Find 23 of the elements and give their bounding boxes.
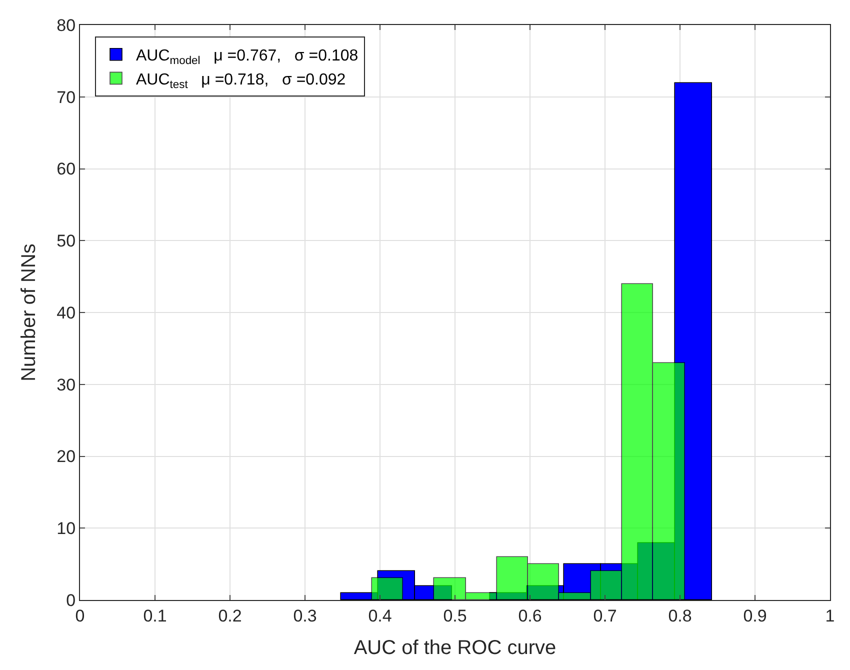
x-tick-label: 0.9: [743, 606, 767, 626]
x-tick-label: 0.1: [143, 606, 167, 626]
y-axis-title: Number of NNs: [18, 244, 40, 382]
y-tick-label: 40: [56, 303, 76, 322]
x-tick-label: 0.5: [443, 606, 467, 626]
x-tick-label: 0.2: [218, 606, 242, 626]
x-tick-label: 0.7: [593, 606, 617, 626]
y-tick-label: 30: [56, 375, 76, 394]
x-tick-label: 0.6: [518, 606, 542, 626]
x-tick-label: 1: [825, 606, 835, 626]
y-tick-label: 50: [56, 232, 76, 251]
y-tick-label: 10: [56, 519, 76, 538]
y-tick-label: 70: [56, 88, 76, 107]
x-tick-label: 0.4: [368, 606, 392, 626]
legend-label: AUC$_{test}$ μ =0.718, σ =0.092: [136, 71, 346, 91]
y-tick-label: 80: [56, 16, 76, 35]
y-tick-label: 60: [56, 160, 76, 179]
legend-label: AUC$_{model}$ μ =0.767, σ =0.108: [136, 48, 358, 67]
y-tick-label: 0: [66, 590, 76, 610]
y-tick-label: 20: [56, 447, 76, 466]
x-tick-label: 0.3: [293, 606, 317, 626]
x-axis-title: AUC of the ROC curve: [354, 636, 556, 659]
x-tick-label: 0.8: [668, 606, 692, 626]
